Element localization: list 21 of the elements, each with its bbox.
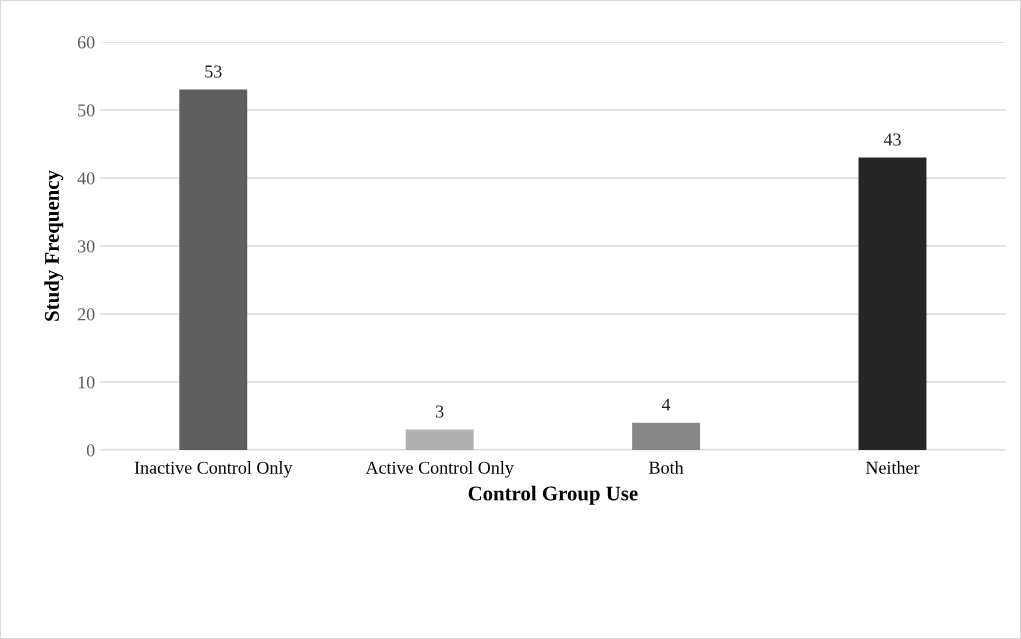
data-label: 43 bbox=[883, 133, 901, 146]
y-tick-label: 30 bbox=[78, 240, 95, 253]
x-tick-label: Both bbox=[649, 461, 684, 474]
y-tick-label: 10 bbox=[78, 376, 95, 389]
y-tick-label: 40 bbox=[77, 172, 95, 185]
data-label: 53 bbox=[205, 65, 222, 78]
y-tick-label: 60 bbox=[77, 36, 95, 49]
y-axis-title: Study Frequency bbox=[44, 170, 64, 321]
data-label: 3 bbox=[436, 405, 444, 418]
y-tick-label: 50 bbox=[78, 104, 95, 117]
bar bbox=[632, 422, 701, 450]
bar bbox=[858, 157, 927, 450]
bar bbox=[405, 429, 474, 450]
y-tick-label: 20 bbox=[77, 308, 95, 321]
y-tick-label: 0 bbox=[86, 444, 95, 457]
bar bbox=[179, 89, 248, 450]
x-tick-label: Inactive Control Only bbox=[134, 461, 293, 478]
x-tick-label: Neither bbox=[865, 461, 920, 474]
x-tick-label: Active Control Only bbox=[365, 461, 514, 478]
data-label: 4 bbox=[661, 398, 671, 411]
x-axis-title: Control Group Use bbox=[468, 485, 638, 505]
